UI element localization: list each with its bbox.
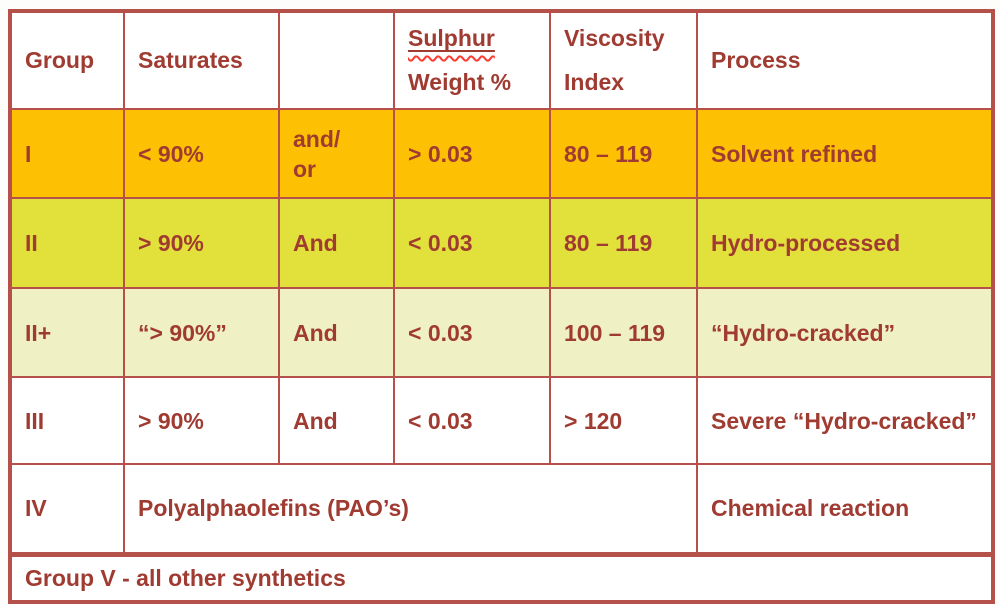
row-group-V: Group V - all other synthetics: [9, 551, 994, 604]
cell-sulphur-II: < 0.03: [393, 197, 551, 290]
sulphur-weight-label: Weight %: [408, 68, 512, 95]
cell-sulphur-II-plus: < 0.03: [393, 287, 551, 379]
cell-conjunction-II-plus: And: [278, 287, 395, 379]
row-group-II-plus: II+ “> 90%” And < 0.03 100 – 119 “Hydro-…: [9, 287, 994, 379]
cell-polyalphaolefins: Polyalphaolefins (PAO’s): [123, 463, 698, 556]
cell-group-II: II: [9, 197, 125, 290]
cell-saturates-II: > 90%: [123, 197, 280, 290]
cell-group-II-plus: II+: [9, 287, 125, 379]
row-group-I: I < 90% and/ or > 0.03 80 – 119 Solvent …: [9, 108, 994, 200]
cell-sulphur-I: > 0.03: [393, 108, 551, 200]
base-oil-groups-table: Group Saturates Sulphur Weight % Viscosi…: [8, 9, 995, 604]
sulphur-underlined-label: Sulphur: [408, 25, 495, 51]
header-saturates: Saturates: [123, 9, 280, 111]
cell-saturates-I: < 90%: [123, 108, 280, 200]
header-process: Process: [696, 9, 994, 111]
cell-viscosity-I: 80 – 119: [549, 108, 698, 200]
row-group-III: III > 90% And < 0.03 > 120 Severe “Hydro…: [9, 376, 994, 466]
cell-process-IV: Chemical reaction: [696, 463, 994, 556]
row-group-II: II > 90% And < 0.03 80 – 119 Hydro-proce…: [9, 197, 994, 290]
cell-viscosity-II: 80 – 119: [549, 197, 698, 290]
cell-process-II: Hydro-processed: [696, 197, 994, 290]
cell-group-IV: IV: [9, 463, 125, 556]
cell-conjunction-II: And: [278, 197, 395, 290]
cell-conjunction-III: And: [278, 376, 395, 466]
cell-process-II-plus: “Hydro-cracked”: [696, 287, 994, 379]
header-conjunction: [278, 9, 395, 111]
cell-group-V: Group V - all other synthetics: [9, 551, 994, 604]
cell-sulphur-III: < 0.03: [393, 376, 551, 466]
cell-group-III: III: [9, 376, 125, 466]
cell-process-I: Solvent refined: [696, 108, 994, 200]
cell-conjunction-I: and/ or: [278, 108, 395, 200]
cell-group-I: I: [9, 108, 125, 200]
header-group: Group: [9, 9, 125, 111]
header-sulphur: Sulphur Weight %: [393, 9, 551, 111]
cell-viscosity-III: > 120: [549, 376, 698, 466]
cell-viscosity-II-plus: 100 – 119: [549, 287, 698, 379]
cell-saturates-II-plus: “> 90%”: [123, 287, 280, 379]
header-viscosity: Viscosity Index: [549, 9, 698, 111]
row-group-IV: IV Polyalphaolefins (PAO’s) Chemical rea…: [9, 463, 994, 556]
table-header-row: Group Saturates Sulphur Weight % Viscosi…: [9, 9, 994, 111]
cell-process-III: Severe “Hydro-cracked”: [696, 376, 994, 466]
cell-saturates-III: > 90%: [123, 376, 280, 466]
